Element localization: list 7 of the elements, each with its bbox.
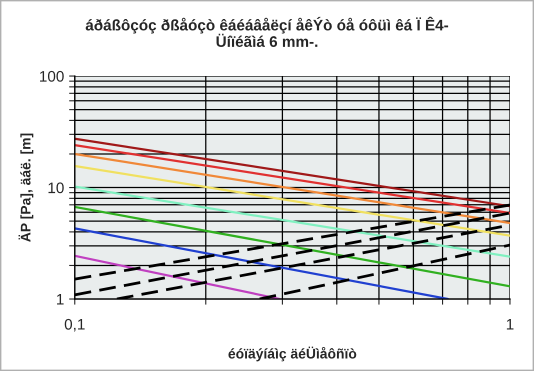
y-tick-label: 10 [48, 182, 64, 194]
x-axis-title: éóïäýíáìç äéÜìåôñïò [228, 346, 356, 362]
x-tick-label: 0,1 [64, 318, 85, 332]
y-tick-label: 100 [40, 70, 64, 82]
y-axis-title: ÄP [Pa], äáë. [m] [18, 134, 34, 242]
y-tick-label: 1 [57, 294, 64, 305]
chart-title: áðáßôçóç ðßåóçò êáéáâåëçí åêÝò óå óôüì êá Ï Ê4- Üíïéãìá 6 mm-. [86, 16, 448, 47]
